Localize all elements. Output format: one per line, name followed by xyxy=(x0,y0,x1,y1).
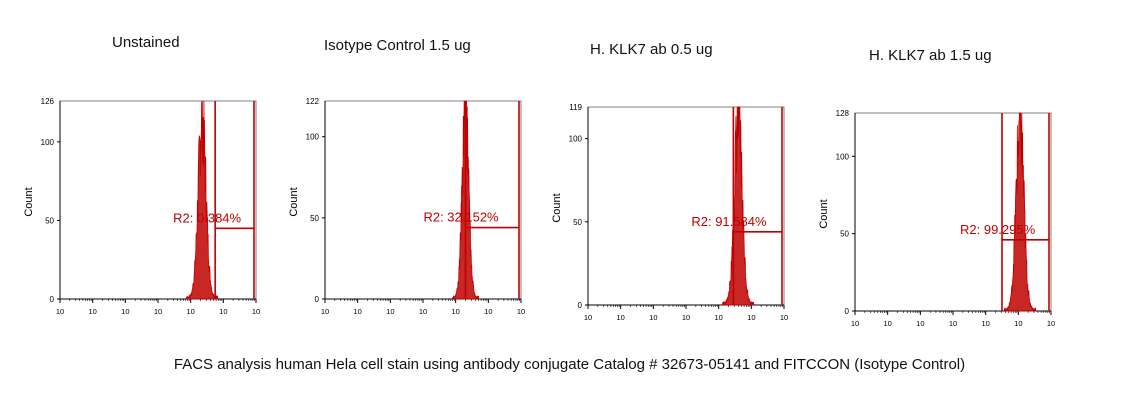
y-tick-label: 50 xyxy=(310,214,319,223)
gate-label: R2: 91.584% xyxy=(691,214,767,229)
plot-frame xyxy=(324,100,522,300)
panel-title-3: H. KLK7 ab 0.5 ug xyxy=(590,41,713,58)
x-tick-label: 10 xyxy=(949,319,957,328)
x-tick-label: 10 xyxy=(714,313,722,322)
histogram-chart-klk7-0-5ug: 119 0 50 100 Count 10 10 10 10 10 10 10 R2: 91.584% xyxy=(551,103,788,322)
x-tick-label: 10 xyxy=(780,313,788,322)
y-tick-label: 0 xyxy=(578,301,583,310)
x-tick-label: 10 xyxy=(517,307,525,316)
x-tick-label: 10 xyxy=(747,313,755,322)
x-tick-label: 10 xyxy=(451,307,459,316)
y-tick-label: 0 xyxy=(315,295,320,304)
y-tick-label: 50 xyxy=(840,230,849,239)
y-max-label: 119 xyxy=(569,103,582,112)
plot-frame xyxy=(587,106,785,306)
y-axis-label: Count xyxy=(23,187,35,216)
x-tick-label: 10 xyxy=(154,307,162,316)
x-tick-label: 10 xyxy=(419,307,427,316)
y-max-label: 122 xyxy=(306,97,320,106)
y-axis-label: Count xyxy=(288,187,300,216)
panel-title-4: H. KLK7 ab 1.5 ug xyxy=(869,47,992,64)
x-tick-label: 10 xyxy=(386,307,394,316)
y-axis-label: Count xyxy=(818,199,830,228)
x-tick-label: 10 xyxy=(484,307,492,316)
x-tick-label: 10 xyxy=(584,313,592,322)
panel-title-1: Unstained xyxy=(112,34,180,51)
histogram-chart-isotype-control: 122 0 50 100 Count 10 10 10 10 10 10 10 R2: 32.152% xyxy=(288,97,525,316)
x-tick-label: 10 xyxy=(616,313,624,322)
x-tick-label: 10 xyxy=(649,313,657,322)
x-tick-label: 10 xyxy=(353,307,361,316)
y-max-label: 126 xyxy=(41,97,55,106)
y-tick-label: 100 xyxy=(569,135,583,144)
y-tick-label: 0 xyxy=(845,307,850,316)
histogram-distribution xyxy=(722,106,755,306)
y-tick-label: 100 xyxy=(836,152,850,161)
x-tick-label: 10 xyxy=(682,313,690,322)
histogram-chart-unstained: 126 0 50 100 Count 10 10 10 10 10 10 10 R2: 0.384% xyxy=(23,97,260,316)
x-tick-label: 10 xyxy=(883,319,891,328)
gate-label: R2: 99.295% xyxy=(960,222,1036,237)
x-tick-label: 10 xyxy=(916,319,924,328)
y-max-label: 128 xyxy=(836,109,850,118)
panel-title-2: Isotype Control 1.5 ug xyxy=(324,37,471,54)
gate-label: R2: 32.152% xyxy=(423,210,499,225)
x-tick-label: 10 xyxy=(252,307,260,316)
x-tick-label: 10 xyxy=(88,307,96,316)
figure-caption: FACS analysis human Hela cell stain usin… xyxy=(173,356,966,373)
histogram-distribution xyxy=(1003,112,1037,312)
x-tick-label: 10 xyxy=(851,319,859,328)
y-tick-label: 100 xyxy=(41,138,55,147)
histogram-chart-klk7-1-5ug: 128 0 50 100 Count 10 10 10 10 10 10 10 R2: 99.295% xyxy=(818,109,1055,328)
x-tick-label: 10 xyxy=(1047,319,1055,328)
y-tick-label: 100 xyxy=(306,133,320,142)
x-tick-label: 10 xyxy=(219,307,227,316)
plot-frame xyxy=(59,100,257,300)
y-axis-label: Count xyxy=(551,193,563,222)
y-tick-label: 0 xyxy=(50,295,55,304)
x-tick-label: 10 xyxy=(981,319,989,328)
histogram-distribution xyxy=(186,100,219,300)
gate-label: R2: 0.384% xyxy=(173,210,241,225)
y-tick-label: 50 xyxy=(573,218,582,227)
x-tick-label: 10 xyxy=(1014,319,1022,328)
x-tick-label: 10 xyxy=(186,307,194,316)
x-tick-label: 10 xyxy=(121,307,129,316)
x-tick-label: 10 xyxy=(56,307,64,316)
x-tick-label: 10 xyxy=(321,307,329,316)
y-tick-label: 50 xyxy=(45,216,54,225)
